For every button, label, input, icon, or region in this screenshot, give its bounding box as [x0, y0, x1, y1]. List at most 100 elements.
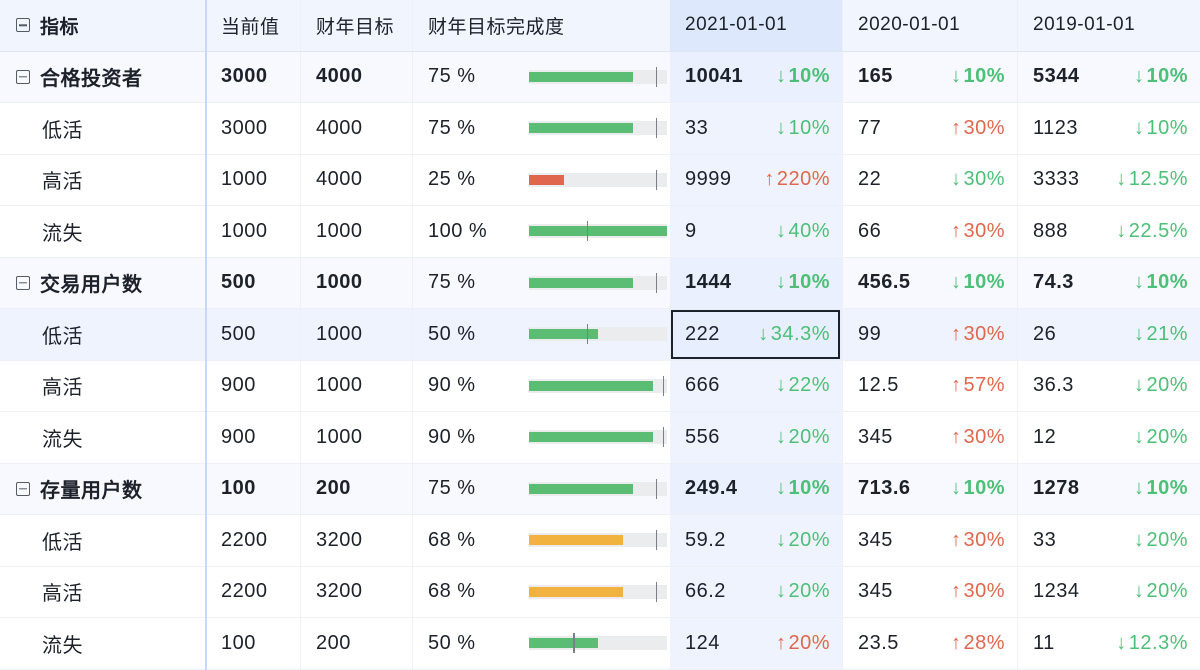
- date-value-cell[interactable]: 77 ↑ 30%: [842, 103, 1017, 154]
- header-date-1[interactable]: 2021-01-01: [670, 0, 842, 51]
- date-value-cell[interactable]: 345 ↑ 30%: [842, 566, 1017, 617]
- date-value-cell[interactable]: 124 ↑ 20%: [670, 618, 842, 669]
- date-value-cell[interactable]: 33 ↓ 10%: [670, 103, 842, 154]
- current-value-cell[interactable]: 1000: [206, 154, 300, 205]
- target-value-cell[interactable]: 1000: [300, 309, 412, 360]
- target-value-cell[interactable]: 200: [300, 463, 412, 514]
- date-value-cell[interactable]: 23.5 ↑ 28%: [842, 618, 1017, 669]
- date-value-cell[interactable]: 36.3 ↓ 20%: [1017, 360, 1200, 411]
- date-value-cell[interactable]: 249.4 ↓ 10%: [670, 463, 842, 514]
- completion-cell[interactable]: 75 %: [412, 103, 670, 154]
- date-value-cell[interactable]: 33 ↓ 20%: [1017, 515, 1200, 566]
- current-value-cell[interactable]: 100: [206, 618, 300, 669]
- date-value-cell[interactable]: 66.2 ↓ 20%: [670, 566, 842, 617]
- current-value-cell[interactable]: 2200: [206, 566, 300, 617]
- date-value-cell[interactable]: 66 ↑ 30%: [842, 206, 1017, 257]
- current-value-cell[interactable]: 100: [206, 463, 300, 514]
- target-value-cell[interactable]: 1000: [300, 257, 412, 308]
- date-value-cell[interactable]: 59.2 ↓ 20%: [670, 515, 842, 566]
- completion-cell[interactable]: 68 %: [412, 515, 670, 566]
- header-target[interactable]: 财年目标: [300, 0, 412, 51]
- date-value-cell[interactable]: 456.5 ↓ 10%: [842, 257, 1017, 308]
- table-row[interactable]: 低活 3000 4000 75 % 33 ↓ 10% 77 ↑ 30% 1123 ↓ 10%: [0, 103, 1200, 155]
- target-value-cell[interactable]: 200: [300, 618, 412, 669]
- completion-cell[interactable]: 90 %: [412, 360, 670, 411]
- target-value-cell[interactable]: 3200: [300, 566, 412, 617]
- header-current[interactable]: 当前值: [206, 0, 300, 51]
- completion-cell[interactable]: 25 %: [412, 154, 670, 205]
- row-label-cell[interactable]: 流失: [0, 412, 206, 463]
- row-label-cell[interactable]: 高活: [0, 155, 206, 206]
- table-row[interactable]: 交易用户数 500 1000 75 % 1444 ↓ 10% 456.5 ↓ 10% 74.3 ↓ 10…: [0, 257, 1200, 309]
- date-value-cell[interactable]: 9 ↓ 40%: [670, 206, 842, 257]
- group-label-cell[interactable]: 合格投资者: [0, 52, 206, 103]
- target-value-cell[interactable]: 3200: [300, 515, 412, 566]
- row-label-cell[interactable]: 高活: [0, 361, 206, 412]
- collapse-icon[interactable]: [16, 69, 30, 84]
- current-value-cell[interactable]: 500: [206, 257, 300, 308]
- collapse-icon[interactable]: [16, 275, 30, 290]
- row-label-cell[interactable]: 流失: [0, 206, 206, 257]
- row-label-cell[interactable]: 流失: [0, 618, 206, 669]
- table-row[interactable]: 高活 2200 3200 68 % 66.2 ↓ 20% 345 ↑ 30% 1234 ↓ 20%: [0, 566, 1200, 618]
- completion-cell[interactable]: 75 %: [412, 257, 670, 308]
- date-value-cell[interactable]: 10041 ↓ 10%: [670, 51, 842, 102]
- completion-cell[interactable]: 75 %: [412, 463, 670, 514]
- table-row[interactable]: 高活 1000 4000 25 % 9999 ↑ 220% 22 ↓ 30% 3333 ↓ 12.5%: [0, 154, 1200, 206]
- row-label-cell[interactable]: 低活: [0, 515, 206, 566]
- table-row[interactable]: 合格投资者 3000 4000 75 % 10041 ↓ 10% 165 ↓ 10% 5344 ↓ 10…: [0, 51, 1200, 103]
- date-value-cell[interactable]: 888 ↓ 22.5%: [1017, 206, 1200, 257]
- header-date-2[interactable]: 2020-01-01: [842, 0, 1017, 51]
- target-value-cell[interactable]: 1000: [300, 360, 412, 411]
- completion-cell[interactable]: 68 %: [412, 566, 670, 617]
- row-label-cell[interactable]: 低活: [0, 309, 206, 360]
- date-value-cell[interactable]: 26 ↓ 21%: [1017, 309, 1200, 360]
- date-value-cell[interactable]: 11 ↓ 12.3%: [1017, 618, 1200, 669]
- table-row[interactable]: 流失 1000 1000 100 % 9 ↓ 40% 66 ↑ 30% 888 ↓ 22.5%: [0, 206, 1200, 258]
- date-value-cell[interactable]: 12.5 ↑ 57%: [842, 360, 1017, 411]
- date-value-cell[interactable]: 1278 ↓ 10%: [1017, 463, 1200, 514]
- date-value-cell[interactable]: 5344 ↓ 10%: [1017, 51, 1200, 102]
- table-row[interactable]: 低活 500 1000 50 % 222 ↓ 34.3% 99 ↑ 30% 26 ↓ 21%: [0, 309, 1200, 361]
- date-value-cell[interactable]: 222 ↓ 34.3%: [670, 309, 842, 360]
- date-value-cell[interactable]: 1123 ↓ 10%: [1017, 103, 1200, 154]
- current-value-cell[interactable]: 3000: [206, 103, 300, 154]
- date-value-cell[interactable]: 9999 ↑ 220%: [670, 154, 842, 205]
- date-value-cell[interactable]: 74.3 ↓ 10%: [1017, 257, 1200, 308]
- date-value-cell[interactable]: 165 ↓ 10%: [842, 51, 1017, 102]
- current-value-cell[interactable]: 900: [206, 412, 300, 463]
- current-value-cell[interactable]: 1000: [206, 206, 300, 257]
- collapse-icon[interactable]: [16, 481, 30, 496]
- table-row[interactable]: 低活 2200 3200 68 % 59.2 ↓ 20% 345 ↑ 30% 33 ↓ 20%: [0, 515, 1200, 567]
- row-label-cell[interactable]: 高活: [0, 567, 206, 618]
- current-value-cell[interactable]: 3000: [206, 51, 300, 102]
- date-value-cell[interactable]: 713.6 ↓ 10%: [842, 463, 1017, 514]
- date-value-cell[interactable]: 99 ↑ 30%: [842, 309, 1017, 360]
- date-value-cell[interactable]: 666 ↓ 22%: [670, 360, 842, 411]
- current-value-cell[interactable]: 2200: [206, 515, 300, 566]
- current-value-cell[interactable]: 900: [206, 360, 300, 411]
- date-value-cell[interactable]: 345 ↑ 30%: [842, 515, 1017, 566]
- date-value-cell[interactable]: 22 ↓ 30%: [842, 154, 1017, 205]
- collapse-all-icon[interactable]: [16, 18, 30, 33]
- date-value-cell[interactable]: 12 ↓ 20%: [1017, 412, 1200, 463]
- completion-cell[interactable]: 90 %: [412, 412, 670, 463]
- completion-cell[interactable]: 50 %: [412, 618, 670, 669]
- date-value-cell[interactable]: 1234 ↓ 20%: [1017, 566, 1200, 617]
- table-row[interactable]: 存量用户数 100 200 75 % 249.4 ↓ 10% 713.6 ↓ 10% 1278 ↓ 10…: [0, 463, 1200, 515]
- date-value-cell[interactable]: 3333 ↓ 12.5%: [1017, 154, 1200, 205]
- target-value-cell[interactable]: 1000: [300, 206, 412, 257]
- header-indicator[interactable]: 指标: [0, 0, 206, 51]
- date-value-cell[interactable]: 1444 ↓ 10%: [670, 257, 842, 308]
- table-row[interactable]: 流失 100 200 50 % 124 ↑ 20% 23.5 ↑ 28% 11 ↓ 12.3%: [0, 618, 1200, 670]
- row-label-cell[interactable]: 低活: [0, 103, 206, 154]
- completion-cell[interactable]: 50 %: [412, 309, 670, 360]
- completion-cell[interactable]: 75 %: [412, 51, 670, 102]
- target-value-cell[interactable]: 4000: [300, 154, 412, 205]
- group-label-cell[interactable]: 存量用户数: [0, 464, 206, 515]
- header-completion[interactable]: 财年目标完成度: [412, 0, 670, 51]
- target-value-cell[interactable]: 1000: [300, 412, 412, 463]
- date-value-cell[interactable]: 345 ↑ 30%: [842, 412, 1017, 463]
- current-value-cell[interactable]: 500: [206, 309, 300, 360]
- table-row[interactable]: 高活 900 1000 90 % 666 ↓ 22% 12.5 ↑ 57% 36.3 ↓ 20%: [0, 360, 1200, 412]
